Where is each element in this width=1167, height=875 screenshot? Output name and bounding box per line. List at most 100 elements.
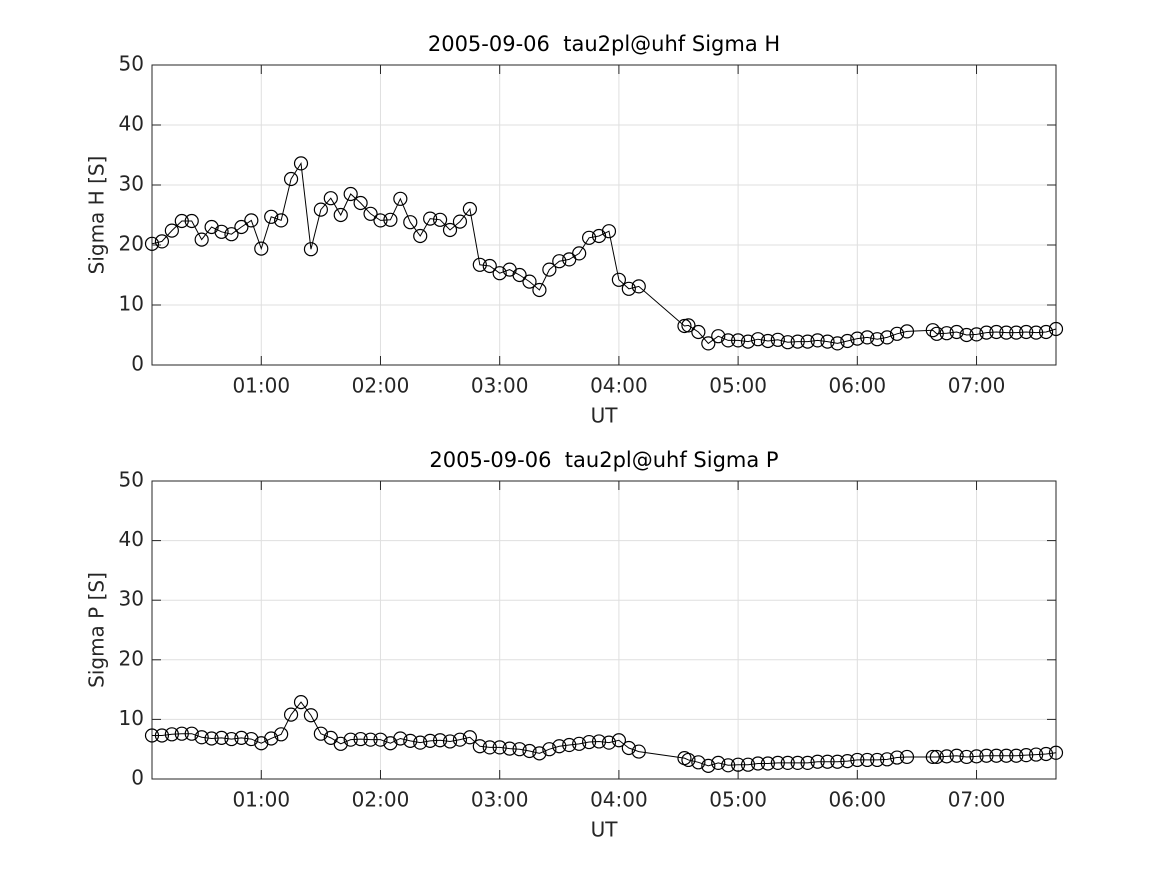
data-point [373,213,388,228]
plot-area [152,65,1056,365]
data-point [363,732,378,747]
data-point [264,209,279,224]
data-point [979,325,994,340]
data-point [581,734,597,750]
data-point [1019,324,1034,340]
chart-title: 2005-09-06 tau2pl@uhf Sigma P [429,448,778,472]
data-point [442,734,458,749]
data-point [542,742,557,757]
data-point [621,281,636,296]
data-point [810,333,825,348]
data-point [681,752,696,768]
data-point [880,752,895,767]
x-tick-label: 05:00 [709,374,767,398]
data-point [462,201,477,217]
data-point [1048,745,1064,760]
data-point [681,318,696,333]
data-point [472,739,487,754]
data-point [770,755,785,771]
data-point [1048,321,1064,337]
data-point [204,219,219,235]
data-point [860,752,875,768]
data-point [820,334,835,349]
data-point [611,272,627,287]
data-point [601,224,617,239]
data-point [820,754,835,769]
data-point [899,749,915,765]
x-tick-label: 03:00 [471,374,529,398]
data-point [343,732,358,747]
data-point [532,746,547,761]
data-point [224,731,239,747]
data-point [691,755,706,770]
data-point [482,258,497,274]
data-point [462,730,477,745]
data-point [989,748,1004,763]
data-point [154,728,170,743]
data-point [214,730,229,745]
axes-box [151,64,1057,366]
data-point [790,334,805,349]
data-point [721,758,736,773]
y-tick-label: 10 [119,706,144,730]
data-point [244,213,259,228]
data-point [323,191,338,206]
data-point [423,733,438,748]
data-point [432,733,448,748]
data-point [184,213,199,229]
data-point [830,336,845,351]
y-tick-label: 20 [119,646,144,670]
data-point [800,755,815,771]
data-point [701,758,716,773]
data-point [552,739,567,754]
chart-title: 2005-09-06 tau2pl@uhf Sigma H [428,32,780,56]
data-point [929,749,944,765]
data-point [283,171,299,187]
data-point [144,236,160,251]
data-point [562,737,577,753]
data-point [472,257,487,272]
data-point [532,282,547,298]
data-point [611,733,627,748]
data-point [413,228,428,244]
data-point [1019,748,1034,763]
data-point [204,731,219,746]
x-tick-label: 02:00 [352,788,410,812]
data-point [760,756,776,771]
data-point [403,215,418,230]
x-tick-label: 04:00 [590,374,648,398]
data-point [174,213,189,229]
x-tick-label: 01:00 [232,788,290,812]
data-point [631,279,646,294]
data-point [393,191,408,206]
data-point [939,749,954,764]
data-point [283,707,299,722]
data-point [144,728,160,743]
data-point [502,741,517,756]
data-point [711,755,726,771]
data-point [840,333,855,349]
y-tick-label: 50 [119,52,144,76]
data-point [244,731,259,747]
data-point [1038,324,1054,340]
data-point [830,754,845,769]
data-point [293,695,309,710]
y-tick-label: 40 [119,527,144,551]
data-point [254,241,269,256]
x-tick-label: 03:00 [471,788,529,812]
data-point [979,748,994,763]
data-point [959,327,974,343]
x-tick-label: 07:00 [948,374,1006,398]
y-tick-label: 0 [131,766,144,790]
data-point [522,743,537,759]
data-point [581,230,597,245]
data-point [949,324,964,340]
data-point [889,750,905,765]
data-point [303,242,319,257]
data-point [224,227,239,242]
data-point [999,748,1014,763]
data-point [929,326,944,341]
x-tick-label: 04:00 [590,788,648,812]
data-point [760,333,776,349]
